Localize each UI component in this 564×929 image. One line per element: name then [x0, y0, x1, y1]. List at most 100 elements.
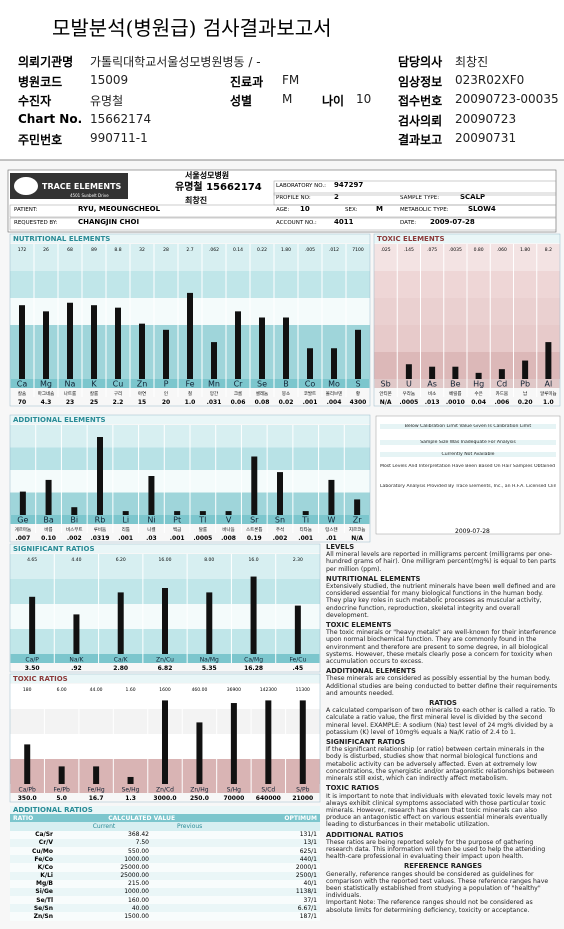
field-label: 나이 — [322, 94, 345, 108]
label-cell — [79, 784, 113, 793]
table-cell: 1000.00 — [56, 887, 152, 897]
element-label: Fe/Cu — [289, 657, 306, 664]
level-bar — [19, 305, 25, 379]
element-label: Pb — [520, 380, 530, 389]
label-cell — [143, 654, 187, 663]
panel-value: SLOW4 — [468, 205, 496, 213]
note-text: It is important to note that individuals… — [326, 792, 552, 829]
element-name: 탈륨 — [199, 526, 207, 533]
scale-label: 142300 — [260, 687, 277, 693]
scale-label: .060 — [497, 247, 507, 253]
table-row: Cu/Mo 550.00 625/1 — [10, 846, 320, 856]
table-cell: Fe/Co — [10, 855, 56, 864]
legend-entry: Currently Not Available — [380, 452, 556, 458]
element-label: Ni — [147, 516, 155, 525]
chart-band — [10, 554, 320, 579]
legend-date: 2009-07-28 — [455, 528, 490, 535]
element-value: 640000 — [256, 795, 281, 802]
notes-column: LEVELS All mineral levels are reported in… — [326, 541, 560, 927]
chart-title-strip — [10, 674, 320, 683]
element-name: 구리 — [114, 390, 122, 397]
scale-label: 1600 — [159, 687, 171, 693]
element-value: 25 — [90, 399, 98, 406]
table-cell: 368.42 — [56, 830, 152, 839]
element-label: B — [283, 380, 289, 389]
label-cell — [178, 379, 202, 388]
level-bar — [265, 700, 272, 784]
element-label: S/Hg — [227, 787, 241, 794]
note-text: Important Note: The reference ranges sho… — [326, 899, 533, 914]
field-label: 검사의뢰 — [398, 113, 443, 128]
scale-label: 0.22 — [257, 247, 267, 253]
level-bar — [452, 366, 459, 379]
label-cell — [467, 379, 490, 388]
field-label: 진료과 — [230, 74, 264, 89]
field-label: 주민번호 — [18, 133, 63, 147]
element-value: N/A — [380, 399, 392, 406]
note-heading: ADDITIONAL RATIOS — [326, 830, 404, 839]
panel-cell — [9, 217, 557, 231]
scale-label: .0035 — [449, 247, 462, 253]
element-label: Ge — [17, 516, 28, 525]
panel-label: SEX: — [345, 207, 358, 213]
note-text: All mineral levels are reported in milli… — [326, 551, 556, 573]
panel-label: AGE: — [276, 207, 289, 213]
table-cell: 25000.00 — [56, 863, 152, 872]
element-label: Ca/Pb — [19, 787, 37, 794]
table-row: Zn/Sn 1500.00 187/1 — [10, 912, 320, 921]
level-bar — [162, 588, 168, 654]
element-label: Pt — [173, 516, 181, 525]
table-cell: Zn/Sn — [10, 912, 56, 921]
level-bar — [206, 592, 213, 654]
element-name: 인 — [164, 390, 168, 397]
legend-entry-box: Most Levels And Interpretation Have Been… — [380, 464, 556, 469]
element-value: 0.04 — [471, 399, 486, 406]
element-name: 칼륨 — [90, 390, 98, 397]
element-value: .001 — [298, 535, 313, 542]
level-bar — [277, 472, 283, 515]
element-name: 비소 — [428, 390, 436, 397]
table-cell — [152, 863, 228, 872]
handwritten-note: 유명철 15662174 — [175, 180, 262, 193]
element-label: Fe/Pb — [54, 787, 70, 794]
chart-frame — [9, 233, 371, 407]
table-cell: Cu/Mo — [10, 846, 56, 856]
element-value: .006 — [494, 399, 509, 406]
element-name: 황 — [356, 390, 360, 397]
label-cell — [148, 784, 182, 793]
level-bar — [67, 302, 73, 379]
scale-label: 8.00 — [204, 557, 214, 563]
element-name: 우라늄 — [403, 390, 415, 397]
label-cell — [241, 515, 267, 524]
level-bar — [117, 592, 124, 654]
level-bar — [93, 766, 100, 784]
label-cell — [130, 379, 154, 388]
table-row: ADDITIONAL RATIOS — [10, 806, 320, 815]
field-label: 담당의사 — [398, 55, 443, 69]
field-value: 유명철 — [90, 94, 124, 108]
element-label: Sn — [275, 516, 285, 525]
element-label: Ca/Mg — [244, 657, 263, 664]
table-cell: 1500.00 — [56, 912, 152, 921]
scale-label: 89 — [91, 247, 97, 253]
element-label: Ca — [17, 380, 28, 389]
level-bar — [174, 511, 181, 515]
element-label: Ti — [301, 516, 309, 525]
table-cell: Cr/V — [10, 838, 56, 847]
label-cell — [154, 379, 178, 388]
element-value: 0.06 — [231, 399, 246, 406]
element-label: Li — [122, 516, 129, 525]
label-cell — [274, 379, 298, 388]
note-heading: NUTRITIONAL ELEMENTS — [326, 574, 421, 583]
element-value: .001 — [118, 535, 133, 542]
element-value: .013 — [425, 399, 440, 406]
panel-label: REQUESTED BY: — [14, 220, 58, 226]
element-value: 16.28 — [244, 665, 263, 672]
element-label: S/Cd — [261, 787, 275, 794]
scale-label: 16.00 — [159, 557, 172, 563]
scale-label: 6.00 — [57, 687, 67, 693]
chart-title: SIGNIFICANT RATIOS — [13, 545, 95, 553]
scale-label: 7100 — [352, 247, 364, 253]
element-name: 수은 — [474, 391, 482, 397]
level-bar — [115, 307, 121, 379]
